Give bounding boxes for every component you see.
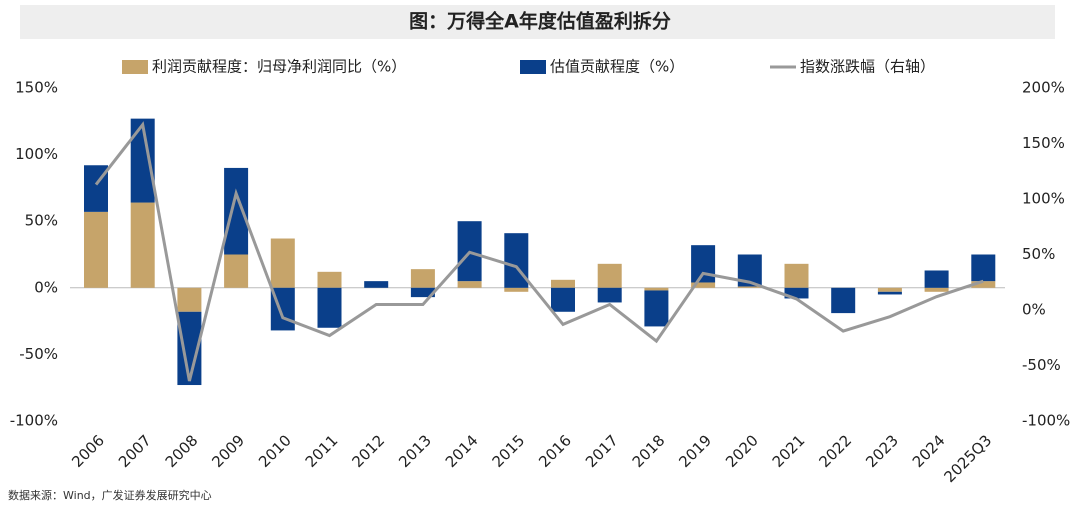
x-tick-label: 2016 (535, 431, 575, 471)
bar (504, 287, 529, 292)
bar (224, 167, 249, 255)
y2-tick-label: 100% (1022, 190, 1065, 208)
bar (130, 202, 155, 288)
legend-label: 利润贡献程度：归母净利润同比（%） (152, 58, 406, 76)
bar (691, 245, 716, 283)
x-tick-label: 2022 (815, 431, 855, 471)
y2-tick-label: 0% (1022, 301, 1046, 319)
legend-label: 估值贡献程度（%） (550, 58, 684, 76)
x-tick-label: 2012 (348, 431, 388, 471)
bar (784, 287, 809, 299)
x-tick-label: 2023 (862, 431, 902, 471)
bar (317, 287, 342, 328)
bar (224, 254, 249, 288)
y2-tick-label: -50% (1022, 356, 1061, 374)
x-tick-label: 2011 (302, 431, 342, 471)
line (94, 121, 984, 382)
x-tick-label: 2025Q3 (940, 431, 995, 486)
y-tick-label: 0% (34, 278, 58, 296)
bar (971, 281, 996, 288)
x-tick-label: 2007 (115, 431, 155, 471)
x-tick-label: 2015 (489, 431, 529, 471)
bar (971, 254, 996, 282)
x-tick-label: 2010 (255, 431, 295, 471)
y2-tick-label: 50% (1022, 245, 1055, 263)
bar (410, 287, 435, 298)
y-tick-label: 50% (25, 212, 58, 230)
y2-tick-label: 200% (1022, 79, 1065, 97)
bar (831, 287, 856, 314)
x-tick-label: 2006 (68, 431, 108, 471)
y2-tick-label: -100% (1022, 412, 1070, 430)
x-tick-label: 2009 (208, 431, 248, 471)
bar (504, 233, 529, 288)
y2-tick-label: 150% (1022, 134, 1065, 152)
bar (317, 271, 342, 288)
bar (877, 291, 902, 295)
y-tick-label: 100% (15, 145, 58, 163)
title-band (20, 5, 1055, 39)
x-tick-label: 2013 (395, 431, 435, 471)
bar (551, 287, 575, 312)
x-tick-label: 2019 (675, 431, 715, 471)
y-tick-label: -100% (10, 412, 58, 430)
bar (644, 290, 669, 327)
x-tick-label: 2024 (909, 431, 949, 471)
legend-swatch (122, 60, 148, 74)
bar (270, 238, 295, 288)
x-tick-label: 2017 (582, 431, 622, 471)
bar (597, 287, 622, 303)
bar (877, 287, 902, 292)
bar (457, 281, 482, 288)
bar (84, 211, 108, 288)
legend-label: 指数涨跌幅（右轴） (800, 58, 935, 76)
source-note: 数据来源：Wind，广发证券发展研究中心 (8, 488, 212, 502)
bar (784, 263, 809, 288)
legend-swatch (520, 60, 546, 74)
x-tick-label: 2014 (442, 431, 482, 471)
bar (177, 287, 202, 312)
x-tick-label: 2018 (629, 431, 669, 471)
bar (597, 263, 622, 288)
x-tick-label: 2008 (162, 431, 202, 471)
bar (737, 286, 762, 288)
bar (410, 269, 435, 288)
y-tick-label: 150% (15, 79, 58, 97)
bar (551, 279, 575, 288)
bar (644, 287, 669, 291)
x-tick-label: 2020 (722, 431, 762, 471)
bar (364, 281, 389, 288)
x-tick-label: 2021 (769, 431, 809, 471)
bar (924, 270, 949, 288)
y-tick-label: -50% (19, 345, 58, 363)
bar (924, 287, 949, 292)
chart-title: 图：万得全A年度估值盈利拆分 (409, 10, 671, 33)
bar (691, 282, 716, 288)
